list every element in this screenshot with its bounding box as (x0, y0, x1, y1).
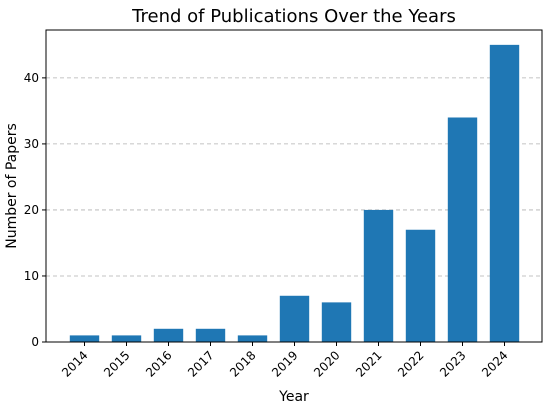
bar-2018 (237, 335, 268, 342)
y-tick-label: 30 (24, 137, 39, 151)
x-tick-label: 2015 (101, 348, 132, 379)
bar-2017 (195, 328, 226, 342)
bar-2019 (279, 295, 310, 342)
x-tick-label: 2016 (143, 348, 174, 379)
chart-title: Trend of Publications Over the Years (131, 6, 456, 27)
tick-labels: 0 10 20 30 40 2014 2015 2016 2017 2018 2019 2020 202… (24, 71, 511, 380)
x-tick-label: 2020 (311, 348, 342, 379)
y-tick-label: 0 (31, 335, 39, 349)
bar-2015 (111, 335, 142, 342)
x-tick-label: 2021 (353, 348, 384, 379)
x-tick-label: 2017 (185, 348, 216, 379)
y-tick-label: 20 (24, 203, 39, 217)
x-tick-label: 2023 (437, 348, 468, 379)
bar-2021 (363, 209, 394, 342)
x-axis-label: Year (278, 389, 309, 405)
bar-2024 (489, 44, 520, 342)
x-tick-label: 2024 (479, 348, 510, 379)
bar-2023 (447, 117, 478, 342)
x-tick-label: 2018 (227, 348, 258, 379)
axes (42, 29, 543, 346)
bars (69, 44, 520, 342)
x-tick-label: 2019 (269, 348, 300, 379)
plot-frame (45, 29, 543, 343)
y-tick-label: 10 (24, 269, 39, 283)
bar-2016 (153, 328, 184, 342)
x-tick-label: 2014 (59, 348, 90, 379)
bar-2020 (321, 302, 352, 342)
bar-2022 (405, 229, 436, 342)
y-tick-label: 40 (24, 71, 39, 85)
x-tick-label: 2022 (395, 348, 426, 379)
bar-2014 (69, 335, 100, 342)
y-axis-label: Number of Papers (4, 123, 20, 249)
